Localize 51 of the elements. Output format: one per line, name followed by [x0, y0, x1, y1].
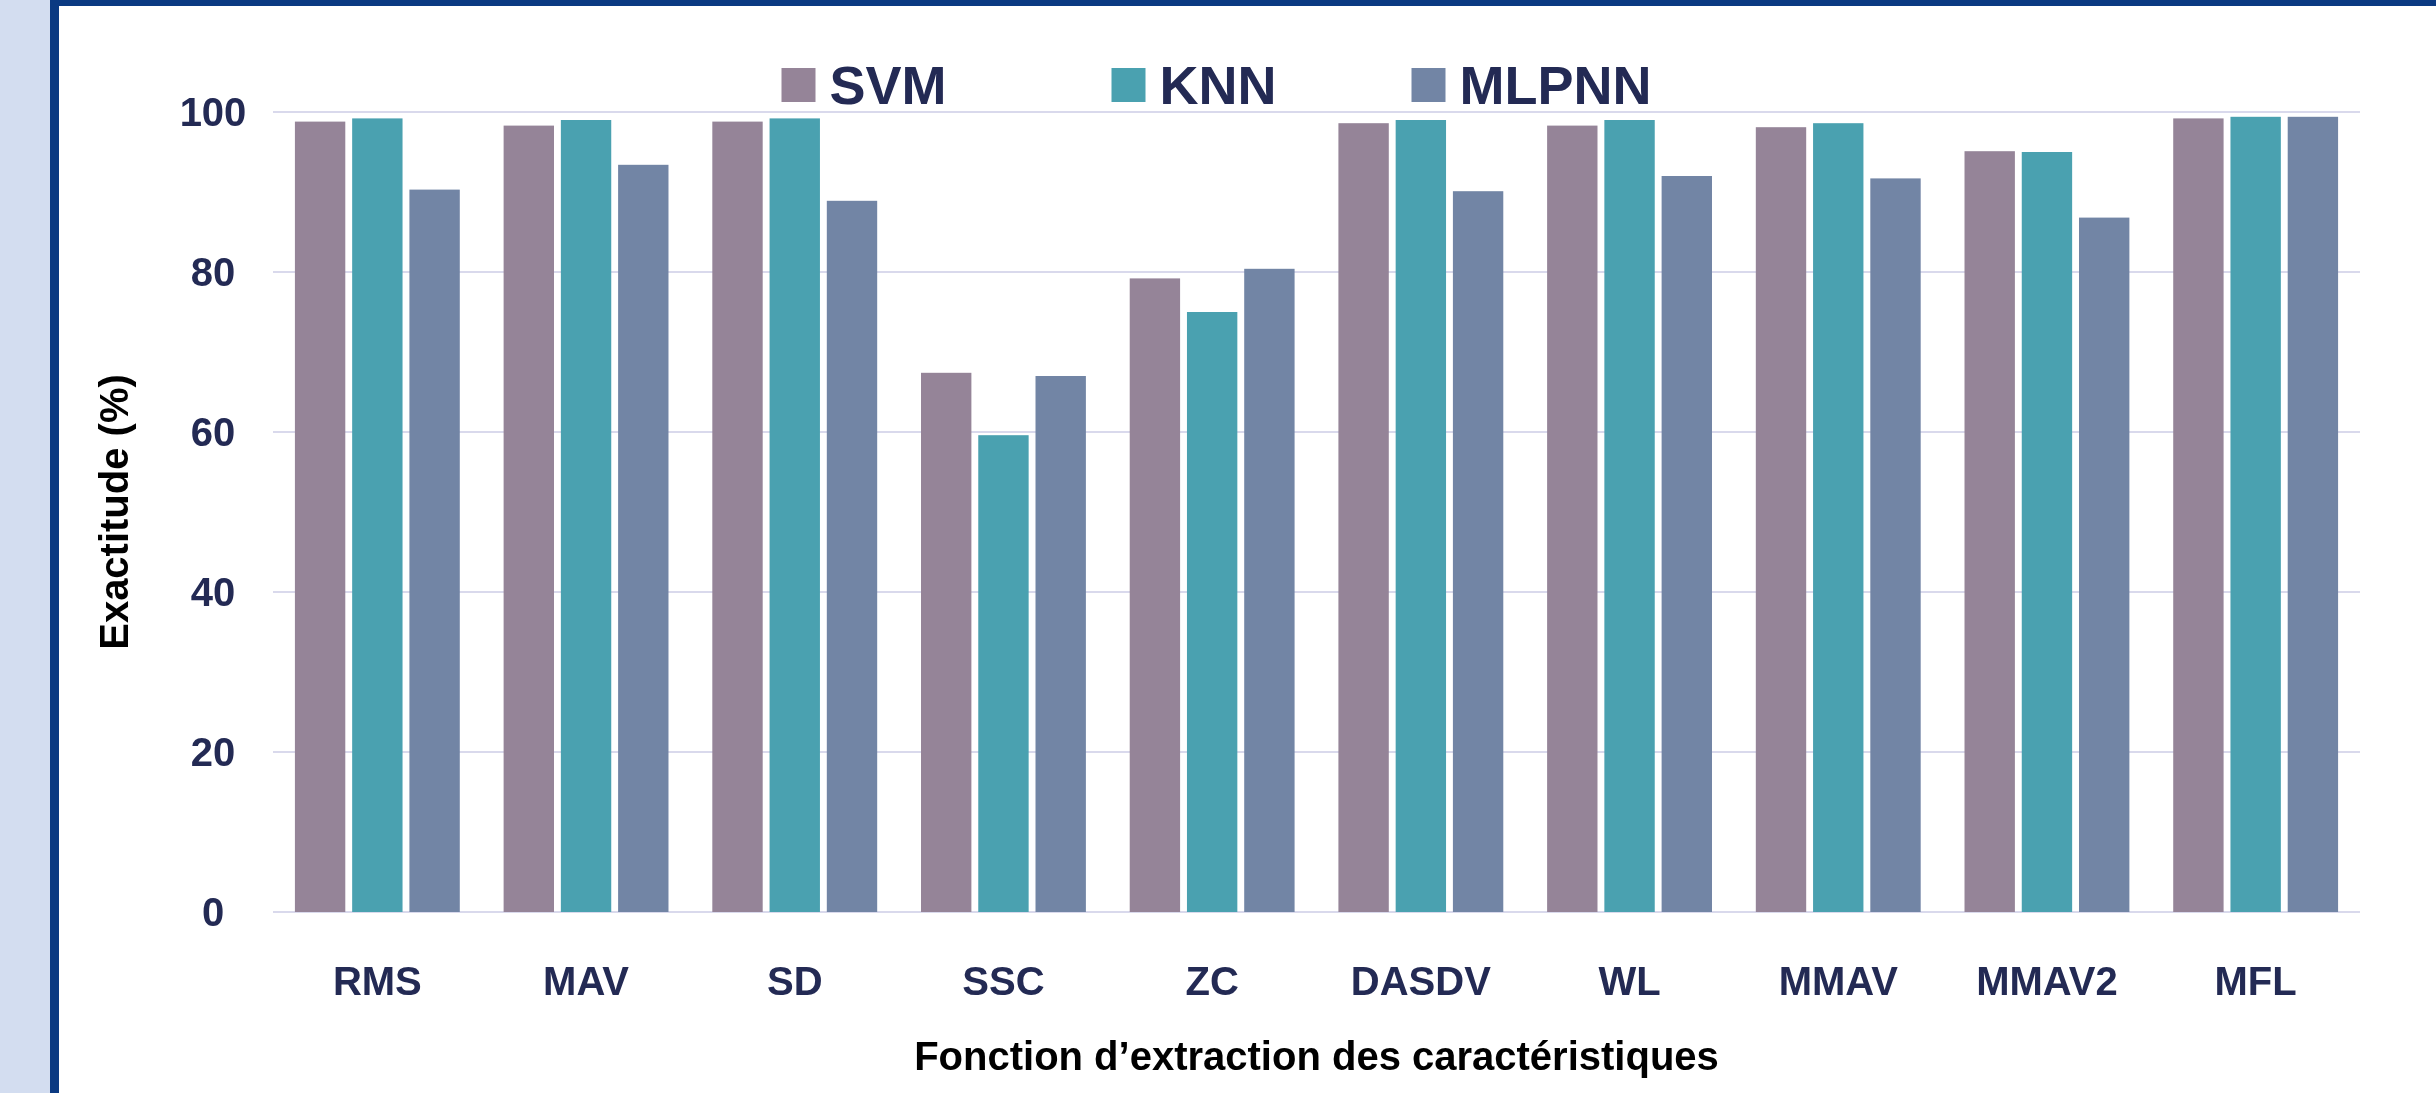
x-tick-label: MMAV2	[1976, 959, 2118, 1003]
bar	[1813, 123, 1864, 912]
bar	[352, 118, 403, 912]
y-axis-title: Exactitude (%)	[92, 374, 136, 650]
bar	[1244, 268, 1295, 912]
bar	[1870, 178, 1921, 912]
bar	[503, 125, 554, 912]
bar	[1129, 278, 1181, 912]
bar	[2230, 116, 2281, 912]
legend-label: KNN	[1159, 55, 1277, 116]
bar	[1035, 376, 1086, 912]
bar	[921, 372, 972, 912]
bar	[1452, 191, 1504, 912]
bar	[294, 121, 346, 912]
bar	[1186, 312, 1238, 912]
y-tick-label: 20	[190, 730, 236, 774]
y-tick-label: 0	[201, 890, 225, 934]
bar	[1964, 151, 2015, 912]
x-tick-label: SSC	[962, 959, 1045, 1003]
legend-label: SVM	[829, 55, 947, 116]
bar	[409, 189, 460, 912]
bar	[826, 200, 878, 912]
x-tick-label: WL	[1598, 959, 1661, 1003]
bar	[1661, 176, 1712, 912]
bar	[2173, 118, 2224, 912]
bar	[2287, 116, 2339, 912]
bar	[1755, 127, 1807, 912]
bar	[712, 121, 763, 912]
x-tick-label: MMAV	[1778, 959, 1899, 1003]
y-tick-label: 100	[179, 90, 247, 134]
x-axis-title: Fonction d’extraction des caractéristiques	[914, 1034, 1719, 1078]
bar	[769, 118, 820, 912]
bar	[978, 435, 1029, 912]
legend-label: MLPNN	[1459, 55, 1652, 116]
bar	[1395, 120, 1447, 912]
x-tick-label: RMS	[332, 959, 422, 1003]
x-tick-label: DASDV	[1350, 959, 1492, 1003]
bar	[1547, 125, 1598, 912]
y-tick-label: 80	[190, 250, 236, 294]
x-tick-label: MAV	[543, 959, 630, 1003]
bar	[1604, 120, 1655, 912]
x-tick-label: SD	[766, 959, 823, 1003]
bar	[1338, 123, 1389, 912]
x-tick-label: MFL	[2214, 959, 2297, 1003]
y-tick-label: 60	[190, 410, 236, 454]
bar	[2079, 217, 2130, 912]
bar	[560, 120, 612, 912]
bar	[618, 164, 669, 912]
bar	[2021, 152, 2073, 912]
y-tick-label: 40	[190, 570, 236, 614]
x-tick-label: ZC	[1185, 959, 1239, 1003]
